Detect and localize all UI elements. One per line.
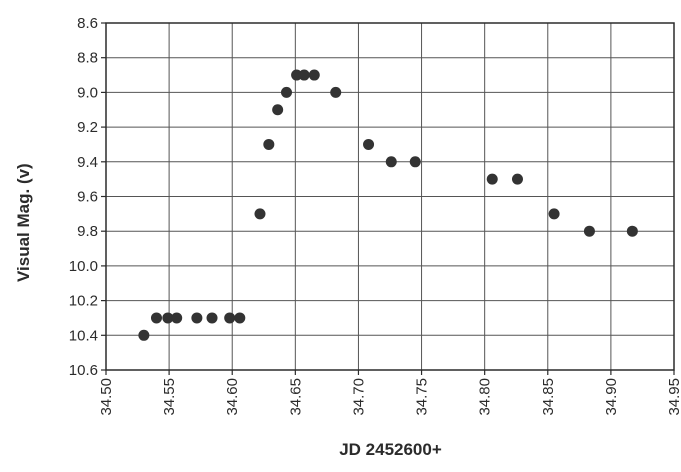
data-point [583,225,595,237]
data-point [206,312,218,324]
data-point [234,312,246,324]
data-point [224,312,236,324]
y-tick-label: 9.4 [77,154,98,171]
data-point [150,312,162,324]
y-tick-label: 8.8 [77,50,98,67]
data-point [363,138,375,150]
data-point [548,208,560,220]
data-point [263,138,275,150]
data-point [486,173,498,185]
data-point [162,312,174,324]
data-point [291,69,303,81]
x-axis-label: JD 2452600+ [339,440,442,459]
data-point [191,312,203,324]
x-tick-label: 34.75 [414,378,431,416]
data-point [272,104,284,116]
x-tick-label: 34.60 [224,378,241,416]
data-point [330,86,342,98]
x-axis-ticks: 34.50 34.55 34.60 34.65 34.70 34.75 34.80 34.85… [98,370,681,416]
y-axis-label: Visual Mag. (v) [14,163,33,282]
x-tick-label: 34.90 [603,378,620,416]
x-tick-label: 34.85 [540,378,557,416]
data-point [511,173,523,185]
y-tick-label: 10.2 [69,293,98,310]
data-point [298,69,310,81]
data-point [308,69,320,81]
y-tick-label: 9.8 [77,223,98,240]
y-tick-label: 9.0 [77,84,98,101]
data-point [171,312,183,324]
data-point [254,208,266,220]
data-point [138,329,150,341]
x-tick-label: 34.50 [98,378,115,416]
y-tick-label: 10.4 [69,327,98,344]
x-tick-label: 34.80 [477,378,494,416]
y-tick-label: 10.6 [69,362,98,379]
grid-lines [105,22,675,371]
x-tick-label: 34.70 [350,378,367,416]
y-axis-ticks: 8.6 8.8 9.0 9.2 9.4 9.6 9.8 10.0 10.2 10.4 10.6 [69,15,106,379]
y-tick-label: 9.2 [77,119,98,136]
data-point [626,225,638,237]
x-tick-label: 34.55 [161,378,178,416]
data-point [385,156,397,168]
y-tick-label: 9.6 [77,189,98,206]
y-tick-label: 8.6 [77,15,98,32]
x-tick-label: 34.95 [666,378,681,416]
x-tick-label: 34.65 [287,378,304,416]
data-point [409,156,421,168]
data-point [280,86,292,98]
y-tick-label: 10.0 [69,258,98,275]
data-points [138,69,638,341]
